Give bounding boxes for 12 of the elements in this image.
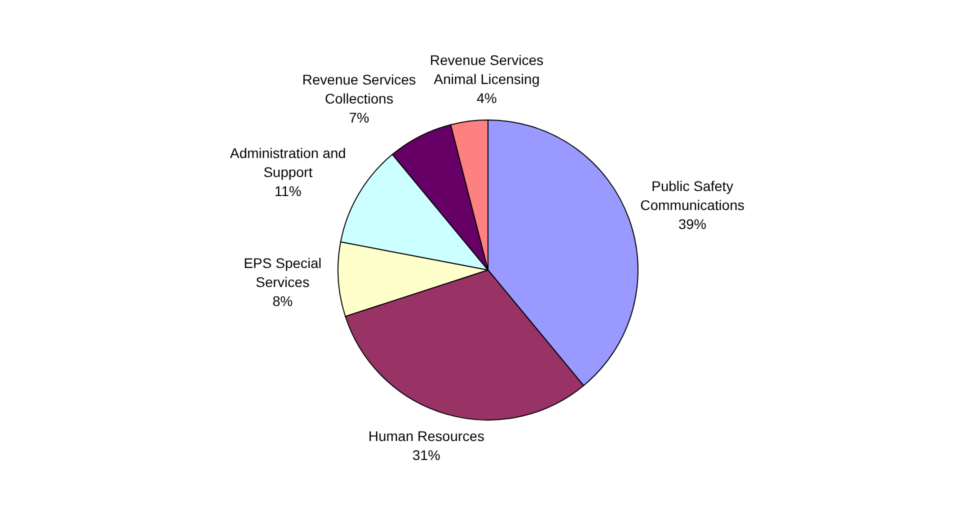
data-label: 31% <box>412 447 440 464</box>
slice-label: Human Resources <box>368 428 484 444</box>
data-label: 39% <box>678 216 706 232</box>
slice-label: Administration and Support <box>230 145 346 180</box>
data-label: 4% <box>476 90 497 106</box>
data-label: 7% <box>348 109 370 126</box>
data-label: 11% <box>274 183 302 200</box>
slice-label: Public Safety Communications <box>640 178 744 213</box>
slice-label: EPS Special Services <box>244 255 322 290</box>
slice-label: Revenue Services Animal Licensing <box>430 52 544 88</box>
data-label: 8% <box>272 293 293 310</box>
slice-label: Revenue Services Collections <box>302 71 416 106</box>
